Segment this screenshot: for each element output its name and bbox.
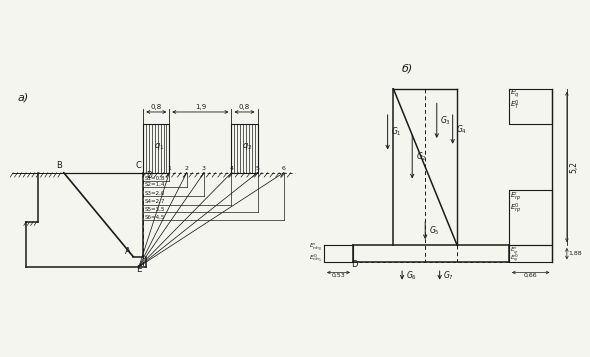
- Text: 2: 2: [185, 166, 189, 171]
- Text: $G_5$: $G_5$: [429, 224, 440, 237]
- Text: $q_1$: $q_1$: [154, 141, 165, 152]
- Text: B: B: [57, 161, 63, 170]
- Text: $G_2$: $G_2$: [416, 151, 427, 163]
- Text: $E_{nh_0}'$: $E_{nh_0}'$: [309, 242, 323, 253]
- Text: 4: 4: [230, 166, 234, 171]
- Text: 1: 1: [168, 166, 171, 171]
- Text: $E_{rp}^0$: $E_{rp}^0$: [510, 201, 522, 216]
- Text: $E_{rp}'$: $E_{rp}'$: [510, 191, 522, 204]
- Text: 0,8: 0,8: [239, 104, 250, 110]
- Text: S1=0,8: S1=0,8: [145, 176, 165, 181]
- Text: 5: 5: [255, 166, 260, 171]
- Text: 6: 6: [281, 166, 286, 171]
- Text: $G_3$: $G_3$: [440, 115, 451, 127]
- Text: 0,8: 0,8: [150, 104, 162, 110]
- Text: 1,88: 1,88: [568, 251, 582, 256]
- Text: $E_{q}'$: $E_{q}'$: [510, 88, 520, 101]
- Text: D: D: [147, 171, 153, 181]
- Text: 1,9: 1,9: [195, 104, 206, 110]
- Text: D: D: [351, 260, 358, 269]
- Text: $E_T^0$: $E_T^0$: [510, 99, 520, 112]
- Text: S3=2,0: S3=2,0: [145, 190, 165, 195]
- Text: S4=2,7: S4=2,7: [145, 199, 165, 204]
- Text: $E_{q}'$: $E_{q}'$: [510, 245, 519, 257]
- Text: $G_4$: $G_4$: [456, 123, 467, 136]
- Text: $G_1$: $G_1$: [391, 126, 402, 139]
- Text: 0,66: 0,66: [524, 273, 537, 278]
- Text: 3: 3: [202, 166, 206, 171]
- Text: $G_6$: $G_6$: [405, 269, 417, 282]
- Text: C: C: [135, 161, 141, 170]
- Text: $G_7$: $G_7$: [443, 269, 454, 282]
- Text: б): б): [402, 64, 414, 74]
- Text: S6=4,5: S6=4,5: [145, 215, 165, 220]
- Text: S5=3,5: S5=3,5: [145, 206, 165, 211]
- Text: $q_2$: $q_2$: [242, 141, 253, 152]
- Text: $E_{nh_1}^0$: $E_{nh_1}^0$: [309, 252, 323, 264]
- Text: 0,53: 0,53: [332, 273, 345, 278]
- Text: $E_{q}^0$: $E_{q}^0$: [510, 253, 519, 265]
- Text: S2=1,4: S2=1,4: [145, 182, 165, 187]
- Text: а): а): [18, 92, 29, 102]
- Text: 5,2: 5,2: [570, 161, 579, 173]
- Text: E: E: [136, 266, 142, 275]
- Text: A: A: [124, 247, 130, 256]
